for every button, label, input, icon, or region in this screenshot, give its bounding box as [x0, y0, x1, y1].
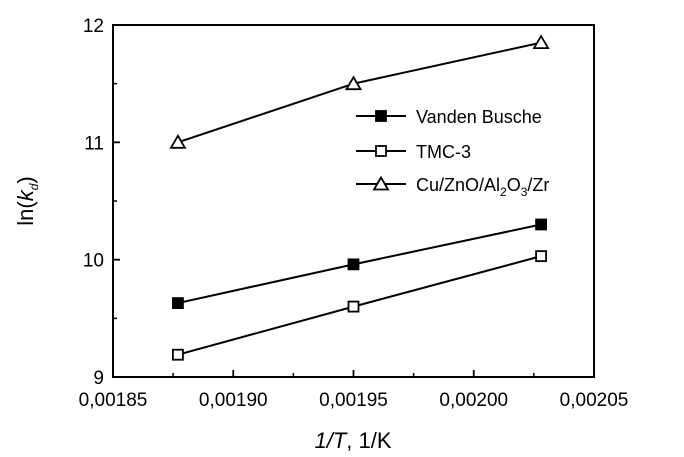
- x-tick-label-3: 0,00200: [439, 390, 508, 411]
- series-2-line: [177, 41, 542, 144]
- x-axis: 0,00185 0,00190 0,00195 0,00200 0,00205: [79, 370, 629, 411]
- series-1-point-2: [535, 250, 547, 263]
- legend-2-label: Cu/ZnO/Al2O3/Zr: [416, 175, 549, 199]
- y-axis: 9 10 11 12: [83, 16, 120, 389]
- x-tick-label-0: 0,00185: [79, 390, 148, 411]
- legend: Vanden Busche TMC-3 Cu/ZnO/Al2O3/Zr: [356, 107, 549, 199]
- legend-2-label-part-4: /Zr: [527, 175, 549, 195]
- series-1-point-1: [347, 300, 360, 313]
- legend-0-marker: [375, 110, 387, 122]
- y-tick-label-3: 12: [83, 16, 104, 37]
- legend-2-marker: [372, 175, 390, 191]
- y-tick-label-2: 11: [84, 133, 104, 154]
- series-0-line: [177, 223, 542, 305]
- series-2-point-2: [532, 34, 550, 49]
- legend-2-label-part-1: 2: [500, 185, 507, 199]
- series-0-point-2: [535, 218, 547, 231]
- x-tick-label-1: 0,00190: [199, 390, 268, 411]
- y-axis-title-italic: k: [13, 189, 38, 201]
- x-axis-title: 1/T, 1/K: [314, 428, 391, 453]
- legend-2-label-part-0: Cu/ZnO/Al: [416, 175, 500, 195]
- legend-1-label: TMC-3: [416, 142, 471, 162]
- y-axis-title-sub: d: [27, 183, 41, 190]
- x-tick-label-2: 0,00195: [319, 390, 388, 411]
- legend-0-label: Vanden Busche: [416, 107, 542, 127]
- y-axis-title: ln(kd): [13, 176, 41, 225]
- series-0-point-0: [172, 297, 184, 309]
- series-1-line: [177, 255, 542, 356]
- x-axis-title-rest: , 1/K: [346, 428, 392, 453]
- y-tick-label-1: 10: [83, 251, 104, 272]
- y-axis-title-pre: ln(: [13, 201, 38, 226]
- series-2-point-1: [344, 75, 363, 91]
- y-tick-label-0: 9: [93, 368, 104, 389]
- series-2-point-0: [169, 134, 187, 149]
- y-axis-title-post: ): [13, 176, 38, 183]
- legend-1-marker: [375, 145, 387, 157]
- legend-2-label-part-2: O: [507, 175, 521, 195]
- series-1-point-0: [172, 348, 184, 361]
- x-tick-label-4: 0,00205: [560, 390, 629, 411]
- series-layer: [169, 34, 550, 361]
- series-0-point-1: [347, 258, 360, 271]
- x-axis-title-italic: 1/T: [314, 428, 347, 453]
- legend-2-label-part-3: 3: [521, 185, 528, 199]
